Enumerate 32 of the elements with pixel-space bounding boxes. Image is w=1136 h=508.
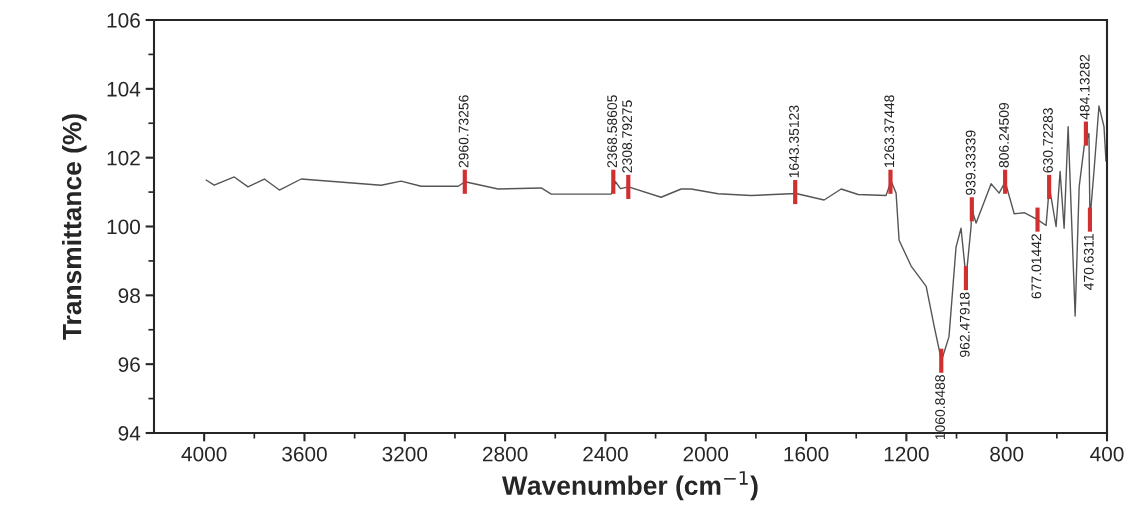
y-tick-label: 94 (118, 426, 141, 441)
annotation: 1060.8488 (935, 375, 945, 440)
annotation: 939.33339 (965, 130, 976, 195)
y-tick-label: 102 (107, 150, 140, 166)
x-axis-title: Wavenumber (cm$^{−1}$) (502, 471, 758, 501)
annotation: 2960.73256 (458, 95, 469, 168)
annotation: 2308.79275 (622, 100, 633, 173)
annotation: 2368.58605 (607, 95, 618, 168)
x-tick-label: 4000 (181, 446, 227, 462)
y-tick-label: 104 (107, 81, 141, 97)
y-axis-title: Transmittance (%) (62, 114, 87, 340)
x-tick-label: 2800 (482, 446, 528, 462)
x-tick-label: 1200 (884, 446, 929, 462)
x-tick-label: 400 (1090, 446, 1124, 462)
annotation: 677.01442 (1031, 234, 1042, 299)
x-tick-label: 800 (990, 446, 1024, 462)
x-tick-label: 3600 (282, 446, 327, 462)
y-tick-label: 96 (118, 357, 140, 372)
annotation: 1643.35123 (789, 105, 799, 178)
annotation: 484.13282 (1079, 54, 1090, 120)
annotation: 1263.37448 (884, 95, 895, 167)
x-tick-label: 2000 (683, 446, 729, 462)
x-tick-label: 1600 (784, 446, 829, 462)
annotation: 630.72283 (1043, 108, 1053, 173)
x-tick-label: 2400 (583, 446, 628, 462)
y-tick-label: 100 (107, 219, 140, 235)
y-tick-label: 98 (118, 288, 140, 304)
annotation: 962.47918 (959, 292, 970, 357)
annotation: 806.24509 (999, 103, 1009, 168)
annotation: 470.6311 (1083, 234, 1094, 290)
x-tick-label: 3200 (382, 446, 428, 462)
y-tick-label: 106 (107, 13, 140, 28)
